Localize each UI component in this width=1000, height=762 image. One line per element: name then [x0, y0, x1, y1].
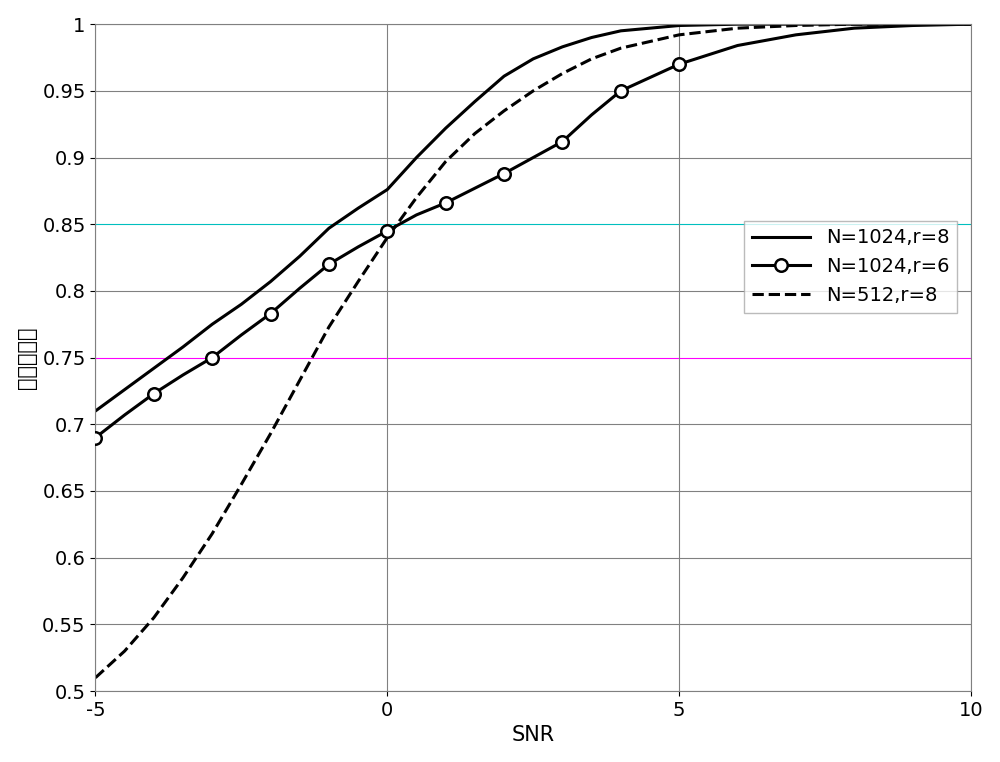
N=512,r=8	[848, 20, 860, 29]
N=512,r=8	[556, 69, 568, 78]
N=512,r=8	[323, 322, 335, 331]
N=1024,r=6	[265, 309, 277, 319]
N=512,r=8	[265, 429, 277, 438]
N=1024,r=8	[907, 20, 919, 29]
N=1024,r=6	[206, 353, 218, 362]
N=1024,r=8	[586, 33, 598, 42]
N=1024,r=8	[206, 320, 218, 329]
N=1024,r=6	[148, 389, 160, 399]
Line: N=512,r=8: N=512,r=8	[95, 24, 971, 677]
N=512,r=8	[235, 480, 247, 489]
N=1024,r=8	[790, 20, 802, 29]
Line: N=1024,r=8: N=1024,r=8	[95, 24, 971, 411]
N=1024,r=8	[323, 224, 335, 233]
N=512,r=8	[381, 233, 393, 242]
N=512,r=8	[732, 24, 744, 33]
N=1024,r=8	[177, 342, 189, 351]
Line: N=1024,r=6: N=1024,r=6	[89, 58, 685, 444]
N=512,r=8	[790, 21, 802, 30]
N=1024,r=8	[235, 299, 247, 309]
N=1024,r=8	[732, 20, 744, 29]
Legend: N=1024,r=8, N=1024,r=6, N=512,r=8: N=1024,r=8, N=1024,r=6, N=512,r=8	[744, 221, 957, 312]
N=512,r=8	[206, 529, 218, 538]
N=512,r=8	[410, 193, 422, 202]
N=1024,r=8	[148, 363, 160, 373]
N=1024,r=8	[673, 21, 685, 30]
N=1024,r=8	[381, 185, 393, 194]
N=512,r=8	[527, 86, 539, 95]
N=512,r=8	[148, 613, 160, 623]
N=1024,r=8	[89, 406, 101, 415]
X-axis label: SNR: SNR	[512, 725, 555, 745]
Y-axis label: 识别正确率: 识别正确率	[17, 326, 37, 389]
N=1024,r=6	[89, 433, 101, 442]
N=1024,r=8	[440, 123, 452, 133]
N=512,r=8	[586, 54, 598, 63]
N=512,r=8	[119, 646, 131, 655]
N=512,r=8	[469, 129, 481, 138]
N=1024,r=8	[615, 26, 627, 35]
N=1024,r=6	[615, 86, 627, 95]
N=512,r=8	[440, 157, 452, 166]
N=512,r=8	[673, 30, 685, 40]
N=1024,r=8	[527, 54, 539, 63]
N=1024,r=6	[440, 198, 452, 207]
N=512,r=8	[294, 376, 306, 385]
N=1024,r=8	[265, 277, 277, 287]
N=1024,r=8	[498, 72, 510, 81]
N=512,r=8	[498, 106, 510, 115]
N=1024,r=6	[381, 226, 393, 235]
N=1024,r=8	[352, 203, 364, 213]
N=512,r=8	[965, 20, 977, 29]
N=1024,r=8	[848, 20, 860, 29]
N=1024,r=6	[323, 260, 335, 269]
N=1024,r=6	[673, 59, 685, 69]
N=1024,r=8	[965, 20, 977, 29]
N=512,r=8	[177, 573, 189, 582]
N=1024,r=8	[469, 97, 481, 106]
N=512,r=8	[615, 43, 627, 53]
N=1024,r=8	[119, 385, 131, 394]
N=1024,r=8	[410, 153, 422, 162]
N=1024,r=8	[556, 42, 568, 51]
N=1024,r=6	[498, 169, 510, 178]
N=512,r=8	[907, 20, 919, 29]
N=1024,r=6	[556, 137, 568, 146]
N=512,r=8	[89, 673, 101, 682]
N=512,r=8	[352, 277, 364, 287]
N=1024,r=8	[294, 251, 306, 261]
